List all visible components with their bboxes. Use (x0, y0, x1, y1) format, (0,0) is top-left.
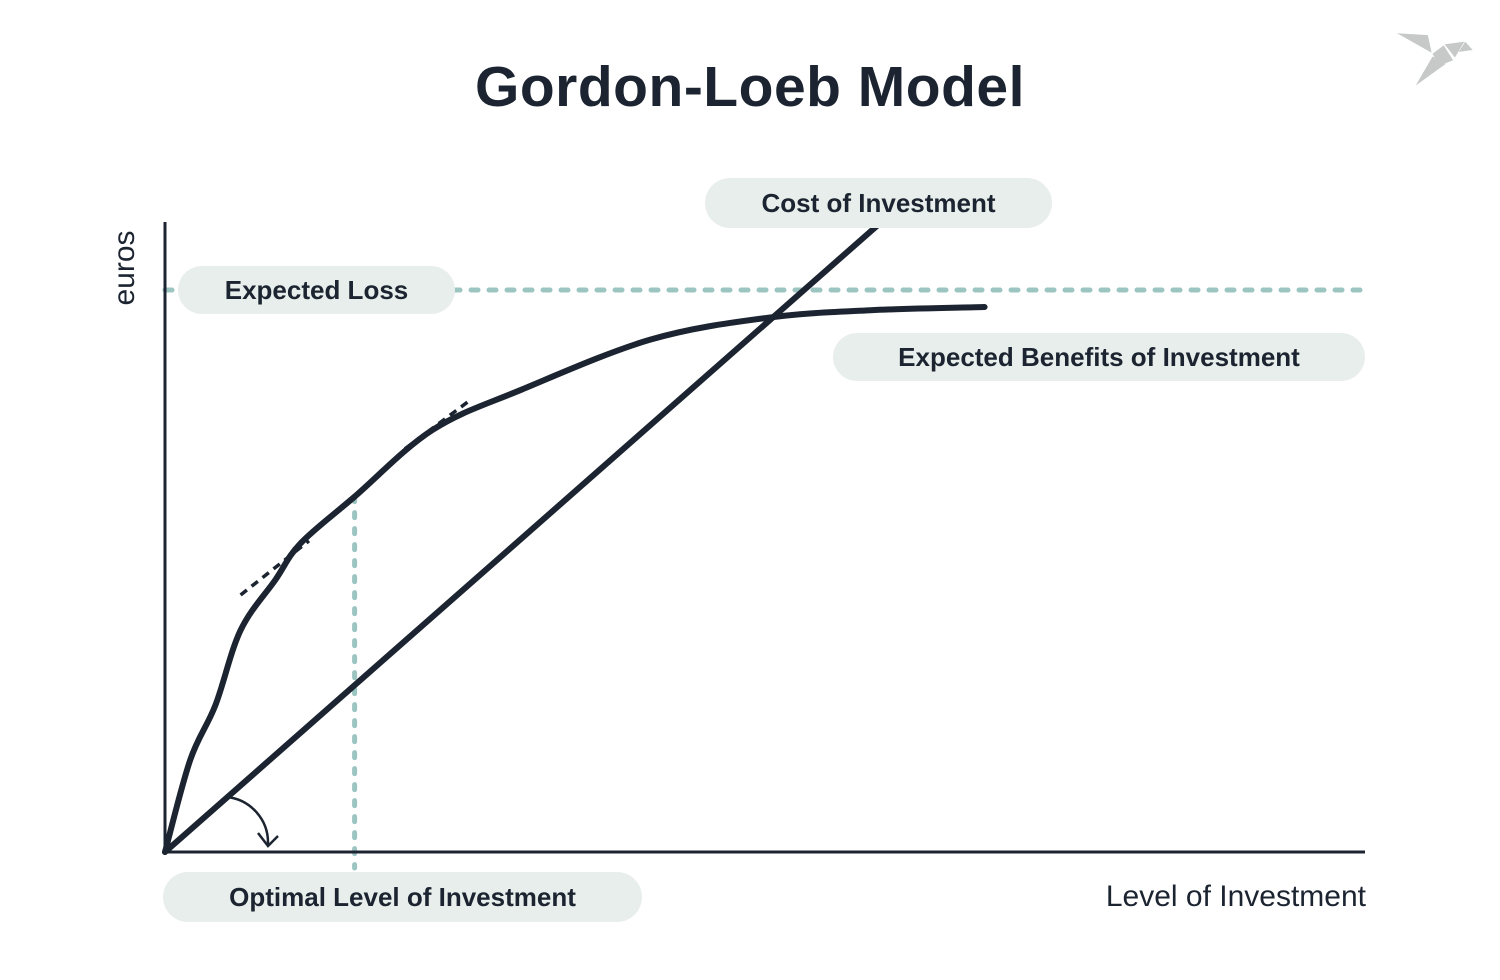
origami-bird-icon (1397, 33, 1473, 86)
cost-of-investment-label: Cost of Investment (705, 178, 1052, 228)
expected-loss-label: Expected Loss (178, 266, 455, 314)
expected-benefits-label: Expected Benefits of Investment (833, 333, 1365, 381)
angle-arrowhead (257, 832, 279, 848)
optimal-investment-label: Optimal Level of Investment (163, 872, 642, 922)
x-axis-label: Level of Investment (1105, 880, 1366, 913)
cost-line (162, 222, 881, 855)
angle-arc (226, 795, 270, 845)
y-axis-label: euros (108, 230, 141, 306)
page-title: Gordon-Loeb Model (475, 55, 1025, 119)
benefits-curve (162, 304, 988, 855)
